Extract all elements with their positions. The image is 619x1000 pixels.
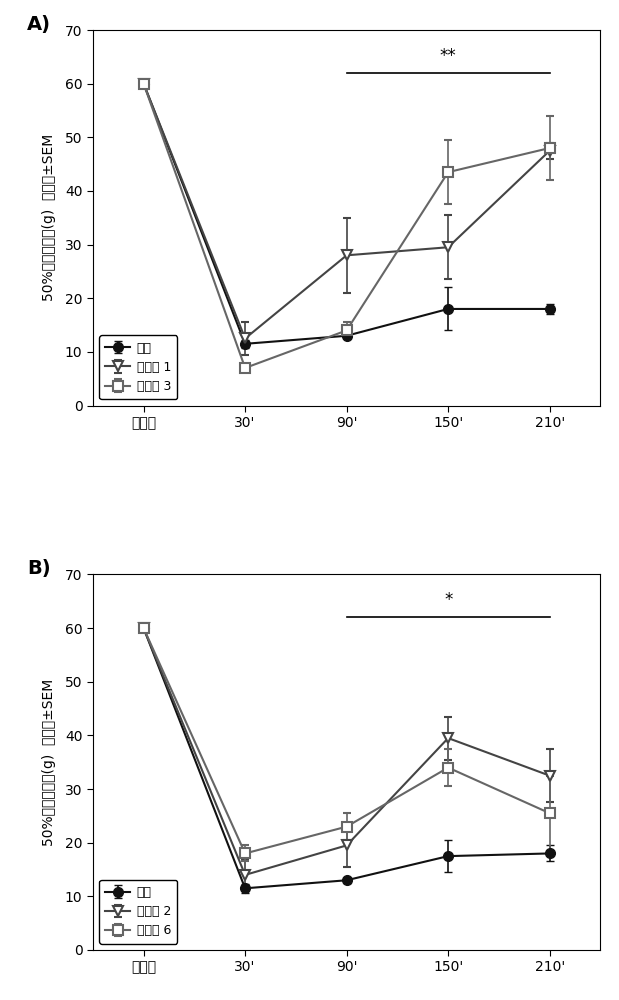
Text: *: * xyxy=(444,591,452,609)
Text: **: ** xyxy=(439,47,457,65)
Text: A): A) xyxy=(27,15,51,34)
Legend: 溶媒, 实施例 2, 实施例 6: 溶媒, 实施例 2, 实施例 6 xyxy=(99,880,177,944)
Text: B): B) xyxy=(27,559,51,578)
Y-axis label: 50%爬缩回阀値(g)  平均値±SEM: 50%爬缩回阀値(g) 平均値±SEM xyxy=(43,134,56,301)
Y-axis label: 50%爬缩回阀値(g)  平均値±SEM: 50%爬缩回阀値(g) 平均値±SEM xyxy=(43,679,56,846)
Legend: 溶媒, 实施例 1, 实施例 3: 溶媒, 实施例 1, 实施例 3 xyxy=(99,335,177,399)
